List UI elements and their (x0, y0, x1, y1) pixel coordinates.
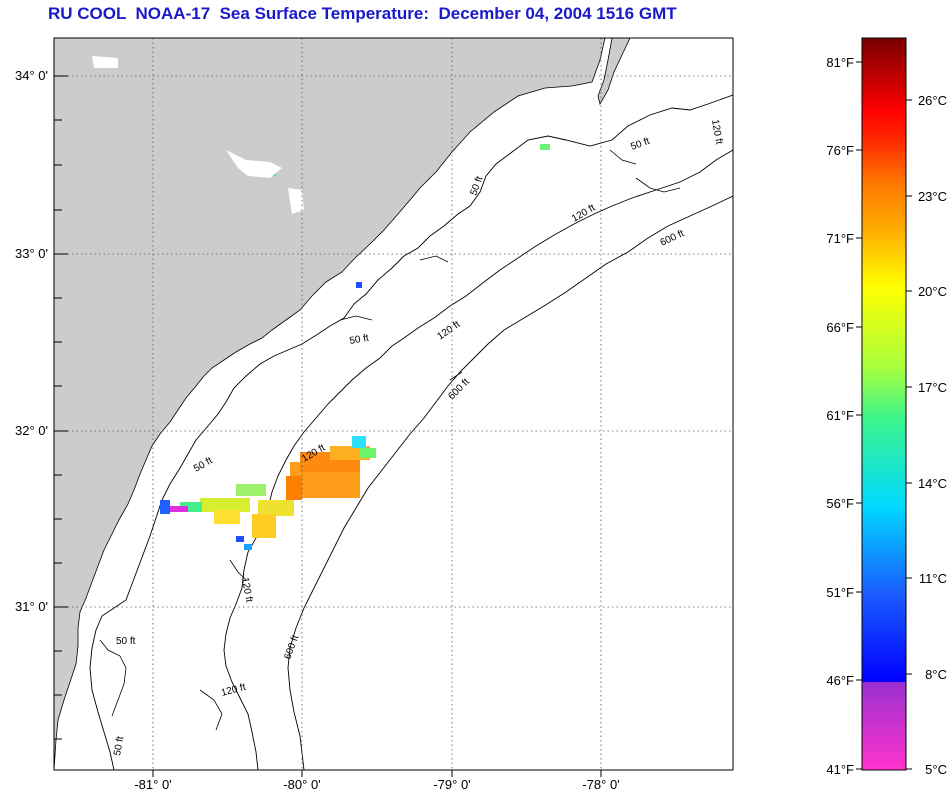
contour-label: 50 ft (349, 333, 370, 347)
colorbar-label-c: 14°C (918, 476, 947, 491)
colorbar (861, 37, 907, 771)
sst-data (104, 58, 550, 550)
colorbar-label-f: 76°F (826, 143, 854, 158)
lat-label: 34° 0' (15, 68, 48, 83)
lon-label: -80° 0' (283, 777, 320, 792)
colorbar-label-c: 20°C (918, 284, 947, 299)
colorbar-label-c: 23°C (918, 189, 947, 204)
graticule (54, 38, 733, 770)
lon-label: -81° 0' (134, 777, 171, 792)
colorbar-label-c: 5°C (925, 762, 947, 777)
contour-120ft (223, 149, 733, 770)
colorbar-label-c: 17°C (918, 380, 947, 395)
contour-50ft (89, 94, 733, 770)
colorbar-label-f: 66°F (826, 320, 854, 335)
contour-detail (99, 149, 681, 731)
map-title: RU COOL NOAA-17 Sea Surface Temperature:… (48, 4, 677, 23)
colorbar-label-f: 41°F (826, 762, 854, 777)
colorbar-label-f: 81°F (826, 55, 854, 70)
contour-600ft (287, 195, 733, 770)
lat-label: 31° 0' (15, 599, 48, 614)
lat-label: 32° 0' (15, 423, 48, 438)
lat-label: 33° 0' (15, 246, 48, 261)
contour-label: 50 ft (116, 636, 136, 647)
map-frame (53, 37, 734, 771)
colorbar-label-c: 26°C (918, 93, 947, 108)
contour-label: 120 ft (239, 577, 254, 604)
outer-banks (597, 38, 631, 106)
colorbar-label-f: 61°F (826, 408, 854, 423)
axis-ticks (54, 75, 602, 777)
colorbar-label-f: 56°F (826, 496, 854, 511)
cloud-mask (92, 56, 304, 214)
colorbar-label-c: 8°C (925, 667, 947, 682)
colorbar-ticks (856, 61, 912, 770)
colorbar-label-f: 71°F (826, 231, 854, 246)
lon-label: -79° 0' (433, 777, 470, 792)
colorbar-label-f: 51°F (826, 585, 854, 600)
contour-label: 50 ft (112, 735, 126, 756)
colorbar-label-c: 11°C (919, 571, 947, 586)
colorbar-label-f: 46°F (826, 673, 854, 688)
contour-label: 120 ft (709, 119, 724, 146)
lon-label: -78° 0' (582, 777, 619, 792)
